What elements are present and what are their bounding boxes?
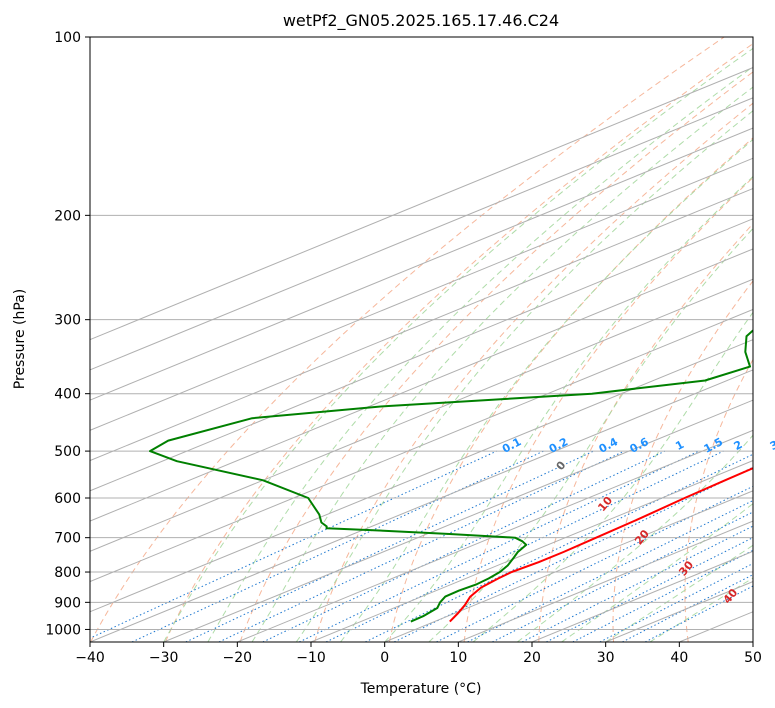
y-tick-label: 100: [54, 30, 81, 46]
mixing-ratio-line: [521, 525, 753, 642]
dry-adiabat: [612, 280, 753, 642]
x-tick-label: 20: [523, 650, 541, 666]
isotherm: [90, 248, 753, 522]
mixing-ratio-line: [298, 450, 699, 642]
isotherm: [90, 308, 753, 583]
moist-adiabat: [561, 503, 753, 642]
dry-adiabat: [164, 43, 753, 642]
background-labels: -100-90-80-70-60-50-40-30-20-100.10.20.4…: [500, 435, 775, 606]
x-tick-label: −10: [296, 650, 326, 666]
dry-adiabat: [314, 102, 753, 642]
dry-adiabat: [684, 358, 753, 642]
mixing-ratio-line: [325, 450, 724, 642]
mixing-ratio-line: [218, 450, 625, 642]
x-tick-label: 10: [449, 650, 467, 666]
x-tick-label: 40: [670, 650, 688, 666]
mixing-ratio-line: [365, 453, 753, 642]
mixing-ratio-line: [185, 450, 594, 642]
y-tick-label: 1000: [45, 622, 81, 638]
x-tick-label: 0: [380, 650, 389, 666]
y-tick-label: 600: [54, 491, 81, 507]
y-tick-label: 500: [54, 444, 81, 460]
isotherm: [90, 369, 753, 642]
dry-adiabat: [463, 176, 753, 642]
isotherm: [458, 520, 753, 642]
temperature-line: [449, 467, 753, 623]
isotherm: [384, 490, 753, 642]
mixing-ratio-line: [393, 466, 753, 642]
chart-title: wetPf2_GN05.2025.165.17.46.C24: [283, 11, 559, 31]
x-tick-label: 30: [597, 650, 615, 666]
y-tick-label: 900: [54, 595, 81, 611]
moist-adiabat: [207, 66, 753, 642]
moist-adiabat: [340, 138, 753, 642]
isotherm: [90, 127, 753, 401]
isotherm: [90, 218, 753, 492]
sounding-series: [149, 329, 753, 623]
x-tick-label: −40: [75, 650, 105, 666]
isotherm: [90, 339, 753, 613]
dry-adiabat: [239, 71, 753, 642]
x-axis-title: Temperature (°C): [360, 681, 482, 697]
dry-adiabat: [755, 37, 775, 642]
moist-adiabat: [384, 175, 753, 642]
y-tick-label: 300: [54, 313, 81, 329]
y-tick-label: 400: [54, 387, 81, 403]
y-tick-label: 200: [54, 208, 81, 224]
moist-adiabat: [472, 311, 753, 642]
dry-adiabat: [538, 223, 753, 642]
x-tick-label: −20: [223, 650, 253, 666]
isotherm: [90, 278, 753, 552]
isotherm: [752, 641, 753, 642]
isotherm: [237, 429, 753, 642]
moist-adiabat: [428, 227, 753, 642]
moist-adiabat: [251, 86, 753, 642]
isotherm: [90, 157, 753, 431]
y-tick-label: 700: [54, 531, 81, 547]
dry-adiabat: [90, 37, 725, 642]
moist-adiabat: [517, 434, 753, 642]
plot-frame: [89, 36, 754, 643]
moist-adiabat: [163, 47, 753, 642]
plot-background: [90, 37, 753, 642]
x-tick-label: 50: [744, 650, 762, 666]
axes: −40 −30 −20 −10 0 10 20 30 40 50 1000 900 800 700 600 5…: [45, 30, 762, 666]
isotherm: [163, 399, 753, 642]
y-tick-label: 800: [54, 565, 81, 581]
y-axis-title: Pressure (hPa): [12, 289, 28, 389]
mixing-ratio-label: 3: [768, 438, 775, 453]
dry-adiabat: [388, 137, 753, 642]
x-tick-label: −30: [149, 650, 179, 666]
mixing-ratio-line: [90, 450, 497, 639]
mixing-ratio-line: [644, 585, 753, 642]
dewpoint-line: [149, 329, 753, 623]
isotherm: [90, 187, 753, 462]
isotherm: [90, 97, 753, 371]
isotherm: [310, 460, 753, 642]
